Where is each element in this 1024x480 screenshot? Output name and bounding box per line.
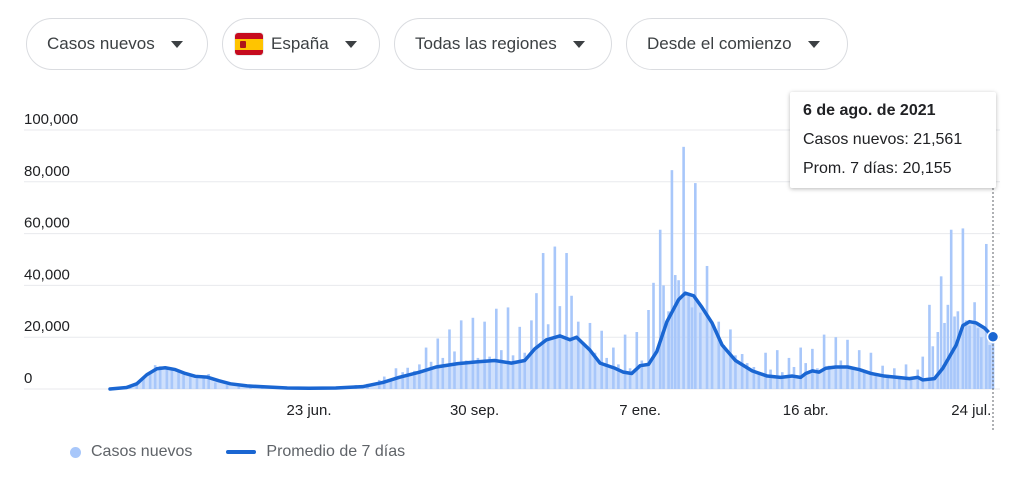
filter-bar: Casos nuevos España Todas las regiones D… <box>26 18 848 70</box>
case-bar <box>811 348 814 389</box>
case-bar <box>921 356 925 389</box>
average-line <box>108 291 995 391</box>
case-bar <box>471 317 475 389</box>
case-bar <box>459 320 463 389</box>
case-bar <box>658 229 662 389</box>
case-bar <box>799 347 802 389</box>
caret-down-icon <box>344 40 357 48</box>
tooltip-cases: Casos nuevos: 21,561 <box>803 131 963 148</box>
case-bar <box>787 357 791 389</box>
case-bar <box>936 332 940 389</box>
y-tick-label: 20,000 <box>24 318 70 335</box>
case-bar <box>694 183 697 389</box>
case-bar <box>553 246 557 389</box>
case-bar <box>506 307 510 389</box>
y-tick-label: 0 <box>24 370 32 387</box>
case-bar <box>822 334 826 389</box>
case-bar <box>652 282 655 389</box>
case-bar <box>846 339 849 389</box>
case-bar <box>949 229 953 389</box>
metric-dropdown[interactable]: Casos nuevos <box>26 18 208 70</box>
case-bar <box>931 346 935 389</box>
case-bar <box>682 146 685 389</box>
case-bar <box>943 322 946 389</box>
tooltip-date: 6 de ago. de 2021 <box>803 102 936 119</box>
case-bar <box>647 310 650 389</box>
case-bar <box>834 337 838 389</box>
chart-legend: Casos nuevos Promedio de 7 días <box>70 443 405 461</box>
hover-point[interactable] <box>986 330 1000 344</box>
case-bar <box>985 243 988 389</box>
x-tick-label: 30 sep. <box>450 402 499 419</box>
case-bar <box>565 253 568 389</box>
x-tick-label: 23 jun. <box>286 402 331 419</box>
case-bar <box>436 338 440 389</box>
y-tick-label: 40,000 <box>24 266 70 283</box>
x-tick-label: 16 abr. <box>783 402 829 419</box>
y-tick-label: 80,000 <box>24 163 70 180</box>
case-bar <box>623 334 627 389</box>
legend-bars-label: Casos nuevos <box>91 443 193 460</box>
case-bar <box>600 330 603 389</box>
case-bar <box>635 332 639 389</box>
chart-tooltip: 6 de ago. de 2021 Casos nuevos: 21,561 P… <box>790 92 996 188</box>
case-bar <box>535 293 538 389</box>
period-dropdown-label: Desde el comienzo <box>647 34 792 53</box>
case-bar <box>495 308 498 389</box>
case-bar <box>541 253 545 389</box>
caret-down-icon <box>807 40 820 48</box>
country-dropdown-label: España <box>271 34 329 53</box>
x-tick-label: 24 jul. <box>951 402 991 419</box>
caret-down-icon <box>572 40 585 48</box>
legend-line-label: Promedio de 7 días <box>266 443 406 460</box>
legend-bars-swatch <box>70 446 81 458</box>
y-tick-label: 100,000 <box>24 111 78 128</box>
case-bar <box>939 276 943 389</box>
case-bar <box>961 228 965 389</box>
case-bar <box>448 329 451 389</box>
case-bar <box>928 304 931 389</box>
case-bar <box>764 352 767 389</box>
x-tick-label: 7 ene. <box>619 402 661 419</box>
region-dropdown-label: Todas las regiones <box>415 34 557 53</box>
legend-line-swatch <box>226 450 257 454</box>
case-bar <box>946 304 950 389</box>
spain-flag-icon <box>235 33 263 55</box>
tooltip-average: Prom. 7 días: 20,155 <box>803 160 952 177</box>
case-bar <box>670 170 674 389</box>
country-dropdown[interactable]: España <box>222 18 380 70</box>
case-bar <box>483 321 486 389</box>
caret-down-icon <box>170 40 183 48</box>
period-dropdown[interactable]: Desde el comienzo <box>626 18 848 70</box>
average-area <box>110 293 993 389</box>
metric-dropdown-label: Casos nuevos <box>47 34 155 53</box>
case-bar <box>518 326 522 389</box>
region-dropdown[interactable]: Todas las regiones <box>394 18 612 70</box>
case-bar <box>775 350 779 389</box>
case-bar <box>869 352 873 389</box>
y-tick-label: 60,000 <box>24 215 70 232</box>
